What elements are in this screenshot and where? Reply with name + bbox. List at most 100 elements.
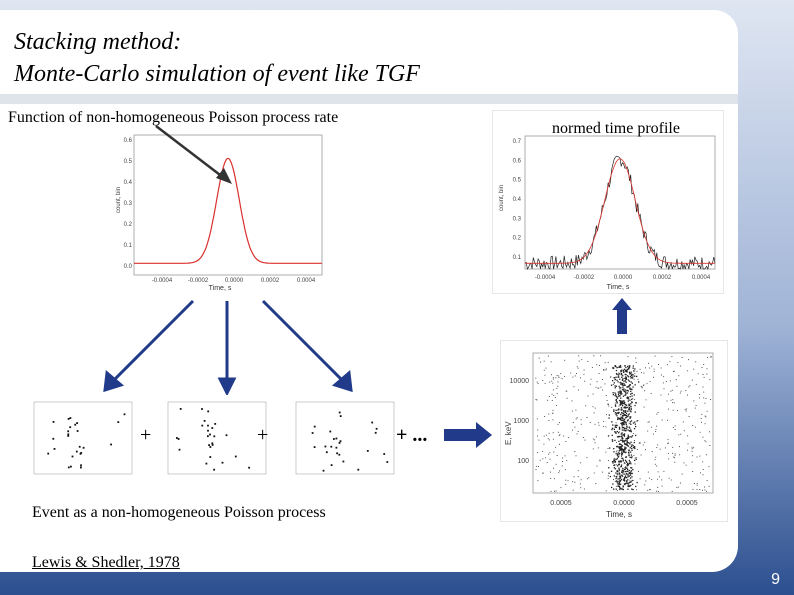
- scatter-point: [580, 419, 582, 421]
- scatter-point: [630, 420, 633, 422]
- scatter-point: [683, 462, 685, 464]
- scatter-point: [710, 355, 712, 357]
- scatter-point: [654, 463, 656, 465]
- scatter-point: [540, 361, 542, 363]
- scatter-point: [700, 472, 701, 474]
- event-point: [205, 462, 208, 465]
- scatter-point: [639, 442, 641, 444]
- profile-ylabel: count, bin: [499, 185, 505, 211]
- scatter-ylabel: E, keV: [504, 421, 513, 445]
- scatter-point: [623, 428, 625, 430]
- scatter-point: [623, 441, 625, 443]
- scatter-point: [615, 425, 616, 427]
- scatter-point: [625, 393, 627, 395]
- scatter-point: [627, 386, 629, 388]
- scatter-point: [623, 383, 625, 385]
- scatter-point: [620, 444, 623, 446]
- scatter-point: [622, 467, 624, 470]
- scatter-point: [583, 373, 585, 375]
- scatter-point: [623, 479, 625, 481]
- scatter-point: [620, 447, 622, 450]
- event-point: [209, 446, 212, 448]
- scatter-point: [660, 367, 662, 369]
- scatter-point: [629, 443, 631, 445]
- arrow-right-icon: [261, 299, 345, 383]
- scatter-point: [550, 490, 552, 492]
- scatter-point: [624, 475, 627, 477]
- scatter-point: [605, 368, 607, 370]
- scatter-point: [664, 447, 666, 449]
- scatter-point: [611, 406, 613, 408]
- rate-chart: count, bin 0.0 0.1 0.2 0.3 0.4 0.5 0.6 -0.0004…: [112, 130, 328, 292]
- scatter-point: [612, 394, 614, 396]
- scatter-point: [624, 463, 626, 465]
- scatter-point: [549, 452, 551, 454]
- scatter-point: [625, 378, 628, 380]
- scatter-point: [630, 462, 632, 465]
- scatter-point: [628, 469, 631, 472]
- scatter-point: [626, 480, 628, 482]
- scatter-point: [635, 425, 637, 428]
- scatter-point: [538, 439, 540, 441]
- scatter-point: [620, 400, 622, 403]
- scatter-point: [624, 414, 626, 416]
- scatter-point: [566, 397, 568, 399]
- scatter-point: [699, 455, 701, 457]
- scatter-point: [620, 374, 622, 376]
- x-tick-label: -0.0004: [535, 275, 556, 281]
- scatter-point: [675, 379, 677, 381]
- scatter-point: [536, 465, 538, 467]
- scatter-point: [622, 402, 624, 405]
- scatter-point: [624, 380, 626, 382]
- scatter-point: [538, 357, 540, 359]
- scatter-point: [622, 413, 625, 415]
- scatter-point: [655, 431, 657, 432]
- rate-curve: [134, 157, 322, 264]
- scatter-point: [687, 443, 689, 445]
- scatter-point: [604, 362, 606, 364]
- scatter-point: [614, 468, 617, 470]
- y-tick-label: 0.4: [124, 180, 133, 186]
- scatter-point: [678, 434, 680, 436]
- scatter-point: [613, 479, 614, 480]
- scatter-point: [630, 390, 632, 392]
- event-point: [211, 427, 214, 429]
- event-point: [82, 446, 85, 449]
- scatter-point: [631, 382, 633, 384]
- scatter-point: [669, 380, 671, 382]
- scatter-point: [708, 485, 710, 487]
- scatter-point: [617, 381, 619, 383]
- scatter-point: [649, 489, 651, 491]
- scatter-point: [651, 365, 653, 367]
- scatter-point: [621, 439, 623, 442]
- scatter-point: [570, 372, 572, 374]
- scatter-point: [616, 402, 618, 404]
- scatter-point: [657, 478, 658, 480]
- scatter-point: [669, 361, 671, 363]
- stacked-scatter-chart: E, keV 100 1000 10000 0.0005 0.0000 0.0005 T…: [500, 340, 728, 522]
- scatter-point: [655, 456, 657, 458]
- reference-link[interactable]: Lewis & Shedler, 1978: [32, 554, 180, 571]
- scatter-point: [621, 436, 623, 439]
- event-point: [75, 450, 78, 453]
- scatter-point: [626, 425, 628, 427]
- scatter-point: [620, 460, 622, 462]
- scatter-point: [625, 374, 627, 376]
- scatter-point: [624, 459, 627, 461]
- scatter-point: [625, 376, 627, 378]
- scatter-point: [687, 435, 689, 437]
- event-point: [324, 445, 327, 448]
- scatter-point: [629, 416, 631, 418]
- scatter-point: [619, 477, 621, 479]
- scatter-point: [709, 445, 711, 446]
- scatter-point: [619, 381, 621, 384]
- scatter-point: [674, 454, 676, 456]
- scatter-point: [613, 475, 615, 477]
- scatter-point: [704, 440, 706, 442]
- scatter-point: [586, 417, 588, 418]
- scatter-point: [622, 488, 624, 491]
- scatter-point: [625, 407, 627, 409]
- scatter-point: [619, 402, 622, 404]
- scatter-point: [632, 365, 634, 367]
- scatter-point: [614, 385, 616, 387]
